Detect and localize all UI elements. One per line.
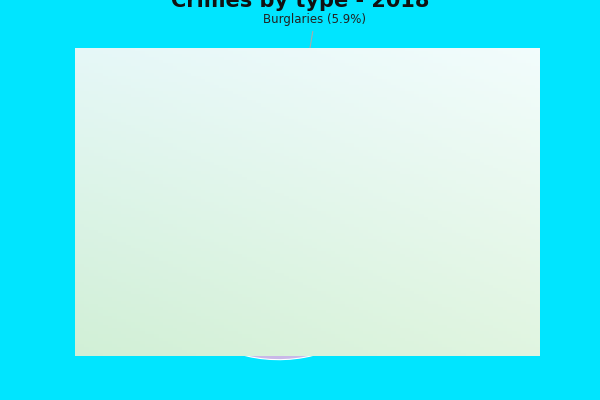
Wedge shape [279, 205, 421, 257]
Wedge shape [279, 86, 420, 218]
Text: City-Data.com: City-Data.com [437, 62, 520, 72]
Text: Thefts (70.6%): Thefts (70.6%) [115, 306, 202, 348]
Text: Rapes (5.9%): Rapes (5.9%) [420, 231, 505, 245]
Text: Auto thefts (17.6%): Auto thefts (17.6%) [338, 79, 454, 130]
Title: Crimes by type - 2018: Crimes by type - 2018 [171, 0, 429, 11]
Wedge shape [279, 76, 330, 218]
Wedge shape [137, 76, 415, 360]
Text: Burglaries (5.9%): Burglaries (5.9%) [263, 13, 366, 76]
